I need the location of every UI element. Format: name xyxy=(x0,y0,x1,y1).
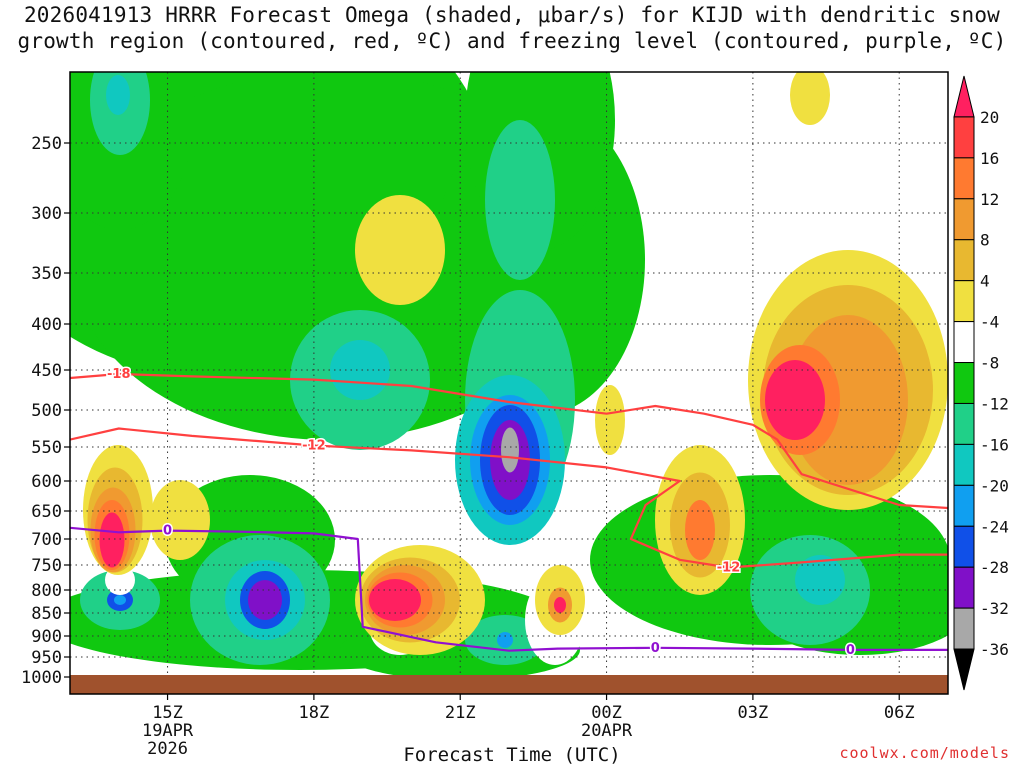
colorbar-segment-9 xyxy=(953,443,975,486)
colorbar-segment-13 xyxy=(953,607,975,650)
y-tick-label-800: 800 xyxy=(31,581,62,601)
plot-frame xyxy=(69,71,949,695)
omega-contour-fill-53 xyxy=(595,385,625,455)
colorbar-label-1: 16 xyxy=(980,149,999,168)
y-tick-label-550: 550 xyxy=(31,438,62,458)
colorbar-label-8: -16 xyxy=(980,435,1009,454)
temperature-contours: -18 -12 -12 0 0 0 xyxy=(70,366,948,659)
colorbar-label-0: 20 xyxy=(980,108,999,127)
x-tick-label-06Z-0: 06Z xyxy=(884,703,915,723)
y-tick-label-500: 500 xyxy=(31,401,62,421)
y-tick-label-250: 250 xyxy=(31,134,62,154)
x-tick-label-03Z-0: 03Z xyxy=(738,703,769,723)
x-tick-label-00Z-0: 00Z xyxy=(591,703,622,723)
omega-shading xyxy=(70,72,948,680)
x-tick-label-21Z-0: 21Z xyxy=(445,703,476,723)
y-tick-label-650: 650 xyxy=(31,502,62,522)
y-tick-label-900: 900 xyxy=(31,627,62,647)
colorbar-segment-7 xyxy=(953,362,975,404)
contour-label-2-0: 0 xyxy=(163,524,172,539)
colorbar-label-9: -20 xyxy=(980,476,1009,495)
y-tick-label-300: 300 xyxy=(31,204,62,224)
colorbar-label-6: -8 xyxy=(980,354,999,373)
omega-contour-fill-14 xyxy=(485,120,555,280)
pressure-axis: 250 300 350 400 450 500 550 600 650 700 750 800 850 9… xyxy=(21,134,70,688)
contour-line-1 xyxy=(70,427,948,569)
chart-title-line-2: growth region (contoured, red, ºC) and f… xyxy=(17,29,1007,53)
y-tick-label-350: 350 xyxy=(31,264,62,284)
colorbar-segment-4 xyxy=(953,239,975,282)
omega-contour-fill-36 xyxy=(790,72,830,125)
x-axis-label: Forecast Time (UTC) xyxy=(403,744,621,766)
colorbar-segment-10 xyxy=(953,484,975,527)
y-tick-label-850: 850 xyxy=(31,604,62,624)
contour-line-2 xyxy=(70,526,948,652)
y-tick-label-950: 950 xyxy=(31,648,62,668)
colorbar-label-3: 8 xyxy=(980,231,990,250)
omega-contour-fill-41 xyxy=(99,512,125,568)
omega-contour-fill-49 xyxy=(554,597,566,613)
colorbar-segment-6 xyxy=(953,321,975,364)
omega-contour-fill-46 xyxy=(369,579,421,621)
y-tick-label-600: 600 xyxy=(31,472,62,492)
contour-label-2-2: 0 xyxy=(846,643,855,658)
colorbar-segment-14 xyxy=(953,648,975,691)
colorbar-segment-2 xyxy=(953,157,975,200)
contour-label-2-1: 0 xyxy=(651,641,660,656)
omega-contour-fill-52 xyxy=(685,500,715,560)
omega-contour-fill-13 xyxy=(106,75,130,115)
omega-colorbar: 20 16 12 8 4 -4 -8 -12 -16 -20 -24 -28 -32 -36 xyxy=(953,75,1009,691)
colorbar-label-7: -12 xyxy=(980,394,1009,413)
omega-contour-fill-59 xyxy=(150,480,210,560)
omega-contour-fill-31 xyxy=(497,632,513,648)
colorbar-label-4: 4 xyxy=(980,272,990,291)
omega-contour-fill-11 xyxy=(330,340,390,400)
colorbar-segment-11 xyxy=(953,525,975,568)
colorbar-label-5: -4 xyxy=(980,313,999,332)
colorbar-segment-3 xyxy=(953,198,975,241)
colorbar-segment-8 xyxy=(953,402,975,445)
omega-contour-fill-58 xyxy=(765,360,825,440)
contour-label-1-0: -12 xyxy=(302,439,326,454)
colorbar-label-10: -24 xyxy=(980,517,1009,536)
omega-contour-fill-26 xyxy=(501,427,519,473)
contour-line-0 xyxy=(70,372,948,510)
colorbar-label-2: 12 xyxy=(980,190,999,209)
y-tick-label-400: 400 xyxy=(31,315,62,335)
grid-lines xyxy=(70,72,948,694)
contour-label-0-0: -18 xyxy=(107,367,131,382)
y-tick-label-750: 750 xyxy=(31,556,62,576)
omega-contour-fill-35 xyxy=(355,195,445,305)
omega-contour-fill-30 xyxy=(114,595,126,605)
x-tick-label-18Z-0: 18Z xyxy=(299,703,330,723)
x-tick-label-15Z-2: 2026 xyxy=(147,739,188,759)
ground-terrain xyxy=(70,675,948,694)
omega-contour-fill-28 xyxy=(248,580,282,620)
colorbar-segment-1 xyxy=(953,116,975,159)
x-tick-label-15Z-1: 19APR xyxy=(142,721,194,741)
x-tick-label-00Z-1: 20APR xyxy=(581,721,633,741)
y-tick-label-450: 450 xyxy=(31,361,62,381)
y-tick-label-1000: 1000 xyxy=(21,668,62,688)
y-tick-label-700: 700 xyxy=(31,530,62,550)
x-tick-label-15Z-0: 15Z xyxy=(152,703,183,723)
credit-text: coolwx.com/models xyxy=(839,744,1010,762)
contour-label-1-1: -12 xyxy=(717,561,741,576)
colorbar-segment-0 xyxy=(953,75,975,118)
colorbar-label-11: -28 xyxy=(980,558,1009,577)
colorbar-label-13: -36 xyxy=(980,640,1009,659)
chart-title-line-1: 2026041913 HRRR Forecast Omega (shaded, … xyxy=(23,3,1001,27)
colorbar-segment-12 xyxy=(953,566,975,609)
colorbar-label-12: -32 xyxy=(980,599,1009,618)
colorbar-segment-5 xyxy=(953,280,975,323)
omega-contour-fill-17 xyxy=(795,555,845,605)
